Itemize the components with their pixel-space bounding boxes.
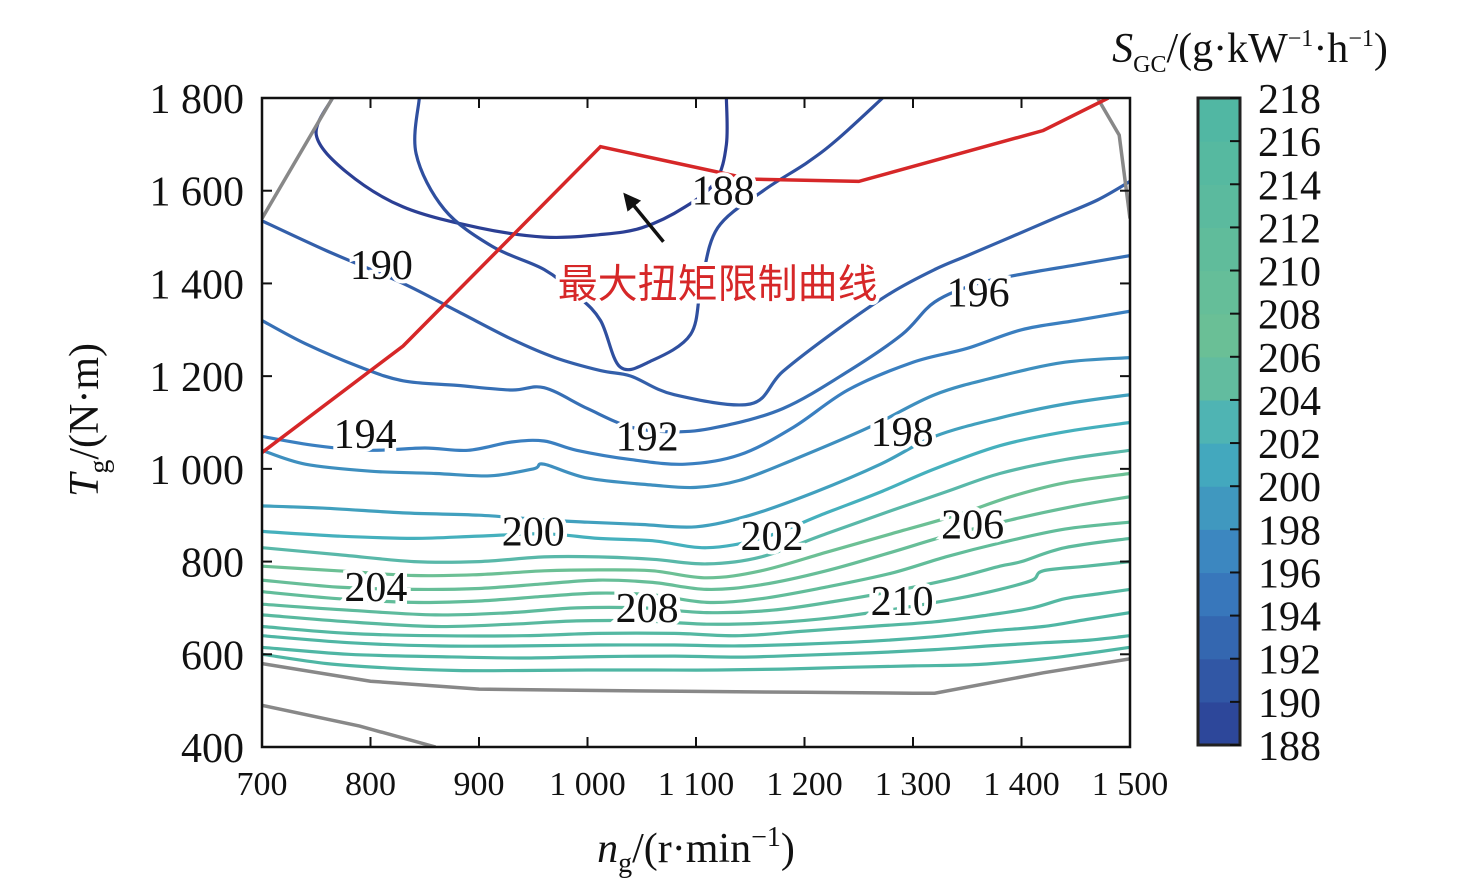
y-tick-label: 800 — [181, 541, 244, 587]
colorbar-band — [1198, 184, 1240, 228]
y-tick-label: 400 — [181, 726, 244, 772]
y-tick-label: 1 800 — [150, 77, 245, 123]
contour-label-202: 202 — [740, 514, 803, 560]
contour-line-206-9 — [262, 471, 1130, 580]
colorbar-band — [1198, 270, 1240, 315]
colorbar-tick-label: 192 — [1258, 638, 1321, 684]
contour-line-218-17 — [262, 645, 1130, 673]
contour-line-190-1 — [413, 98, 885, 372]
colorbar-band — [1198, 356, 1240, 401]
colorbar-tick-label: 200 — [1258, 465, 1321, 511]
colorbar-band — [1198, 486, 1240, 530]
contour-label-204: 204 — [344, 565, 407, 611]
colorbar-band — [1198, 572, 1240, 617]
contour-label-194: 194 — [334, 412, 397, 458]
contour-line-208-10 — [262, 495, 1130, 592]
y-tick-label: 1 600 — [150, 170, 245, 216]
x-tick-label: 900 — [454, 766, 505, 803]
contour-label-206: 206 — [941, 502, 1004, 548]
contour-line-218-15 — [262, 611, 1130, 648]
colorbar-tick-label: 196 — [1258, 551, 1321, 597]
y-tick-label: 1 200 — [150, 355, 245, 401]
colorbar-tick-label: 210 — [1258, 250, 1321, 296]
contour-line-218-16 — [262, 634, 1130, 660]
y-tick-label: 600 — [181, 633, 244, 679]
colorbar-band — [1198, 227, 1240, 272]
colorbar-border — [1196, 96, 1242, 747]
x-tick-label: 1 100 — [658, 766, 735, 803]
contour-label-210: 210 — [871, 579, 934, 625]
contour-label-196: 196 — [947, 271, 1010, 317]
contour-line-214-13 — [262, 560, 1130, 629]
x-tick-label: 800 — [345, 766, 396, 803]
colorbar-tick-label: 208 — [1258, 293, 1321, 339]
colorbar-band — [1198, 529, 1240, 574]
colorbar-tick-label: 190 — [1258, 681, 1321, 727]
x-tick-label: 700 — [237, 766, 288, 803]
colorbar-tick-label: 204 — [1258, 379, 1321, 425]
x-tick-label: 1 000 — [549, 766, 626, 803]
colorbar-tick-label: 218 — [1258, 77, 1321, 123]
colorbar-band — [1198, 615, 1240, 660]
boundary-line-2 — [262, 703, 437, 747]
contour-line-188-0 — [314, 98, 729, 240]
x-tick-label: 1 500 — [1092, 766, 1169, 803]
contour-label-200: 200 — [502, 509, 565, 555]
x-axis-title: ng/(r·min−1) — [597, 822, 795, 879]
colorbar-band — [1198, 98, 1240, 142]
contour-line-212-12 — [262, 536, 1130, 617]
colorbar-tick-label: 202 — [1258, 422, 1321, 468]
contour-line-200-6 — [262, 393, 1130, 529]
colorbar-band — [1198, 443, 1240, 487]
colorbar: 1881901921941961982002022042062082102122… — [1196, 77, 1321, 770]
colorbar-band — [1198, 658, 1240, 703]
contour-line-210-11 — [262, 520, 1130, 605]
boundary-line-1 — [262, 657, 1130, 695]
contour-line-202-7 — [262, 420, 1130, 550]
axis-titles: ng/(r·min−1) Tg/(N·m) SGC/(g·kW−1·h−1) — [62, 26, 1388, 879]
contour-line-196-4 — [262, 309, 1130, 466]
boundary-line-0 — [262, 98, 335, 220]
colorbar-tick-label: 206 — [1258, 336, 1321, 382]
x-tick-label: 1 300 — [875, 766, 952, 803]
x-tick-label: 1 400 — [983, 766, 1060, 803]
axes: 700 800 900 1 000 1 100 1 200 1 300 1 400 1 500 4… — [150, 77, 1169, 803]
colorbar-band — [1198, 701, 1240, 746]
contour-line-192-2 — [262, 179, 1130, 407]
y-axis-title: Tg/(N·m) — [62, 343, 115, 497]
colorbar-band — [1198, 399, 1240, 444]
colorbar-title: SGC/(g·kW−1·h−1) — [1112, 26, 1388, 78]
contour-label-198: 198 — [871, 410, 934, 456]
boundary-line-3 — [1095, 98, 1130, 219]
max-torque-curve-layer — [262, 98, 1110, 454]
colorbar-tick-label: 188 — [1258, 724, 1321, 770]
annotation-arrow — [623, 192, 665, 243]
contour-lines — [262, 98, 1130, 673]
colorbar-tick-label: 198 — [1258, 508, 1321, 554]
x-tick-label: 1 200 — [766, 766, 843, 803]
contour-line-216-14 — [262, 587, 1130, 638]
contour-label-208: 208 — [616, 586, 679, 632]
contour-line-194-3 — [262, 254, 1130, 434]
y-tick-label: 1 400 — [150, 262, 245, 308]
y-tick-label: 1 000 — [150, 448, 245, 494]
colorbar-tick-label: 194 — [1258, 595, 1321, 641]
colorbar-band — [1198, 141, 1240, 185]
contour-label-192: 192 — [616, 414, 679, 460]
contour-label-190: 190 — [350, 243, 413, 289]
colorbar-tick-label: 214 — [1258, 163, 1321, 209]
contour-label-188: 188 — [692, 169, 755, 215]
contour-labels: 188 190 192 194 196 198 200 202 204 206 208 210 最大扭矩… — [330, 165, 1014, 636]
colorbar-band — [1198, 313, 1240, 358]
contour-line-198-5 — [262, 356, 1130, 490]
colorbar-tick-label: 212 — [1258, 206, 1321, 252]
colorbar-tick-label: 216 — [1258, 120, 1321, 166]
max-torque-curve — [262, 98, 1110, 454]
contour-line-204-8 — [262, 448, 1130, 566]
annotation-label: 最大扭矩限制曲线 — [558, 261, 878, 307]
